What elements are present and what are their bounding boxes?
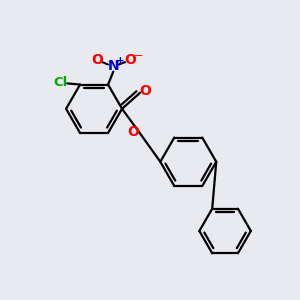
Text: O: O	[124, 53, 136, 68]
Text: O: O	[91, 53, 103, 68]
Text: Cl: Cl	[53, 76, 68, 89]
Text: +: +	[116, 56, 124, 66]
Text: O: O	[127, 125, 139, 139]
Text: O: O	[140, 84, 151, 98]
Text: −: −	[134, 51, 143, 61]
Text: N: N	[107, 59, 119, 73]
